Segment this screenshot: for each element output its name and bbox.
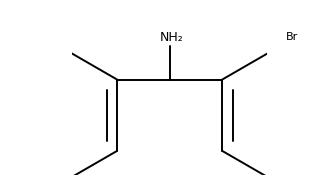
Text: Br: Br: [286, 32, 298, 42]
Text: NH₂: NH₂: [160, 31, 184, 44]
